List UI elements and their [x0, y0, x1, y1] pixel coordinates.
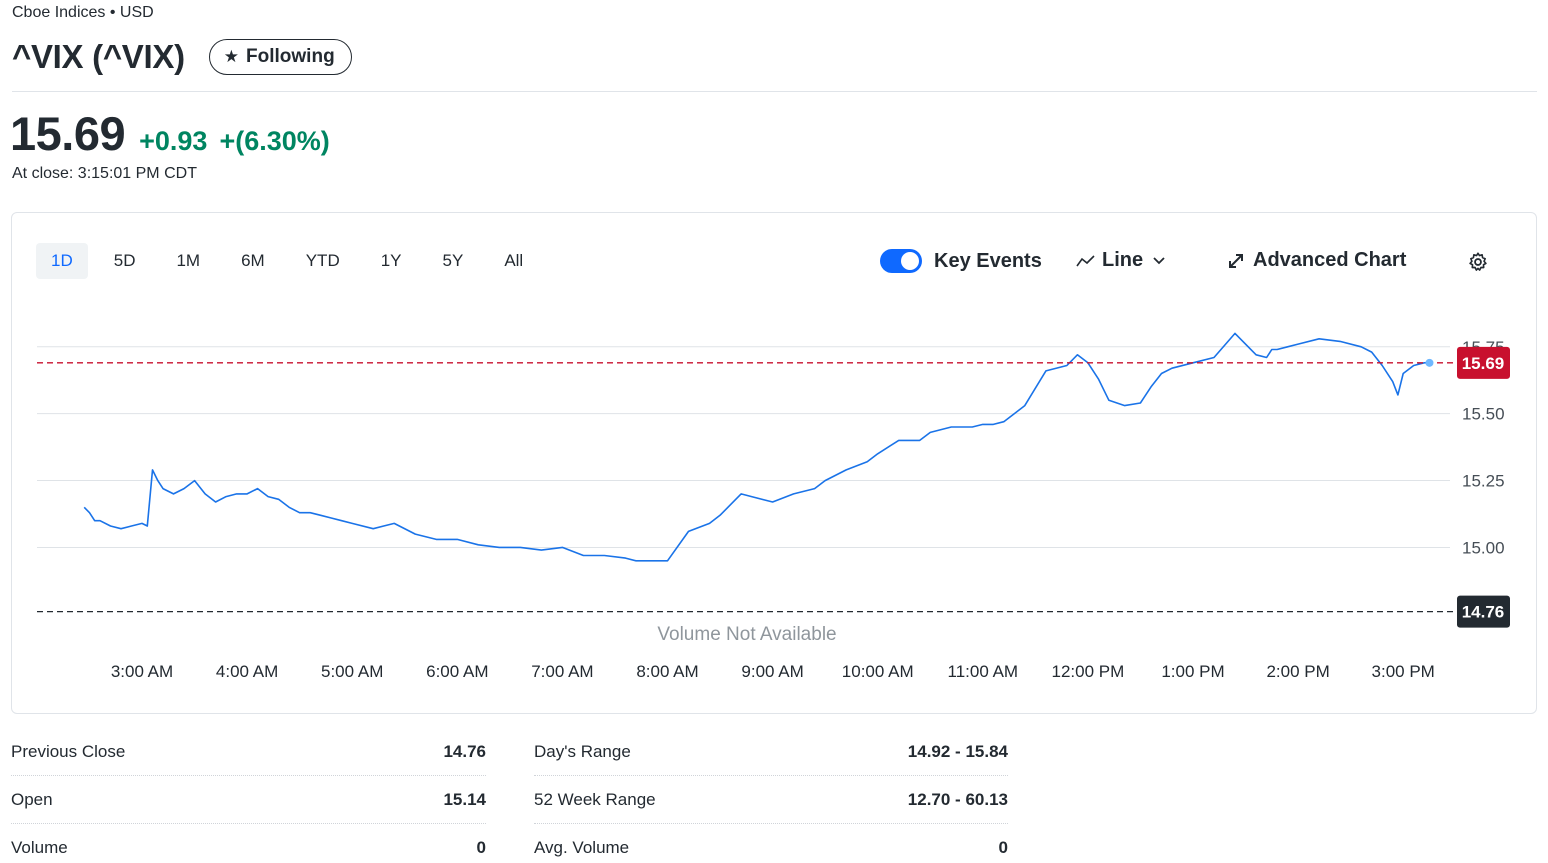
chart-type-label: Line: [1102, 249, 1144, 271]
expand-icon: [1229, 253, 1243, 268]
price-line: [83, 332, 1430, 562]
close-time: At close: 3:15:01 PM CDT: [12, 165, 197, 182]
price-change-percent: +(6.30%): [219, 126, 330, 156]
line-chart-icon: [1076, 254, 1095, 266]
key-events-toggle[interactable]: Key Events: [880, 249, 1042, 273]
x-tick-label: 3:00 PM: [1372, 662, 1435, 681]
previous-close-badge-label: 14.76: [1462, 603, 1505, 622]
chart-card: 1D 5D 1M 6M YTD 1Y 5Y All Key Events Line Advan…: [11, 212, 1537, 714]
stat-row: Day's Range 14.92 - 15.84: [534, 728, 1008, 776]
range-tab-all[interactable]: All: [504, 251, 524, 270]
x-tick-label: 8:00 AM: [636, 662, 698, 681]
settings-gear-button[interactable]: [1467, 251, 1489, 278]
title-row: ^VIX (^VIX) ★ Following: [12, 38, 352, 76]
range-tab-5y[interactable]: 5Y: [442, 251, 464, 270]
following-label: Following: [246, 46, 335, 67]
star-icon: ★: [223, 47, 240, 66]
volume-not-available: Volume Not Available: [657, 624, 836, 645]
stat-value: 14.76: [443, 741, 486, 761]
x-tick-label: 4:00 AM: [216, 662, 278, 681]
advanced-chart-label: Advanced Chart: [1253, 249, 1407, 271]
range-tab-5d[interactable]: 5D: [113, 251, 136, 270]
advanced-chart-button[interactable]: Advanced Chart: [1227, 249, 1406, 272]
stats-right-column: Day's Range 14.92 - 15.84 52 Week Range 12.…: [534, 728, 1008, 863]
stat-label: Open: [11, 789, 53, 809]
stat-value: 12.70 - 60.13: [907, 789, 1008, 809]
range-tab-1y[interactable]: 1Y: [380, 251, 402, 270]
x-tick-label: 11:00 AM: [948, 662, 1019, 681]
y-tick-label: 15.25: [1462, 472, 1505, 491]
page-title: ^VIX (^VIX): [12, 38, 185, 75]
stats-left-column: Previous Close 14.76 Open 15.14 Volume 0: [11, 728, 486, 863]
x-tick-label: 12:00 PM: [1052, 662, 1125, 681]
stat-value: 15.14: [443, 789, 486, 809]
stat-row: Open 15.14: [11, 776, 486, 824]
header-divider: [12, 91, 1537, 92]
range-tab-6m[interactable]: 6M: [241, 251, 265, 270]
stat-row: Avg. Volume 0: [534, 824, 1008, 863]
x-tick-label: 7:00 AM: [531, 662, 593, 681]
stat-label: 52 Week Range: [534, 789, 656, 809]
current-price-badge-label: 15.69: [1462, 354, 1505, 373]
range-tabs: 1D 5D 1M 6M YTD 1Y 5Y All: [36, 243, 549, 279]
x-tick-label: 3:00 AM: [111, 662, 173, 681]
stat-label: Avg. Volume: [534, 837, 630, 857]
x-tick-label: 9:00 AM: [741, 662, 803, 681]
stat-label: Previous Close: [11, 741, 126, 761]
stat-row: Previous Close 14.76: [11, 728, 486, 776]
following-button[interactable]: ★ Following: [208, 39, 352, 75]
previous-close-badge: [1457, 595, 1510, 628]
y-tick-label: 15.50: [1462, 405, 1505, 424]
x-tick-label: 1:00 PM: [1161, 662, 1224, 681]
x-tick-label: 2:00 PM: [1266, 662, 1329, 681]
stat-value: 0: [476, 837, 486, 857]
exchange-label: Cboe Indices • USD: [12, 4, 154, 21]
key-events-label: Key Events: [934, 249, 1042, 272]
quote-row: 15.69 +0.93 +(6.30%): [10, 106, 330, 161]
current-price-badge: [1457, 346, 1510, 379]
stat-value: 0: [998, 837, 1008, 857]
range-tab-1d[interactable]: 1D: [36, 243, 88, 279]
chart-type-select[interactable]: Line: [1076, 249, 1165, 272]
stat-row: Volume 0: [11, 824, 486, 863]
range-tab-ytd[interactable]: YTD: [305, 251, 340, 270]
gear-icon: [1469, 252, 1487, 271]
stat-value: 14.92 - 15.84: [907, 741, 1008, 761]
price-change: +0.93: [139, 126, 208, 156]
x-tick-label: 5:00 AM: [321, 662, 383, 681]
x-tick-label: 6:00 AM: [426, 662, 488, 681]
y-tick-label: 15.00: [1462, 538, 1505, 557]
stat-row: 52 Week Range 12.70 - 60.13: [534, 776, 1008, 824]
price-value: 15.69: [10, 107, 126, 160]
x-tick-label: 10:00 AM: [842, 662, 914, 681]
chevron-down-icon: [1153, 256, 1165, 264]
stat-label: Volume: [11, 837, 68, 857]
toggle-knob: [901, 252, 919, 270]
toggle-switch[interactable]: [880, 249, 922, 273]
last-point-dot: [1425, 358, 1434, 367]
range-tab-1m[interactable]: 1M: [176, 251, 201, 270]
stat-label: Day's Range: [534, 741, 631, 761]
